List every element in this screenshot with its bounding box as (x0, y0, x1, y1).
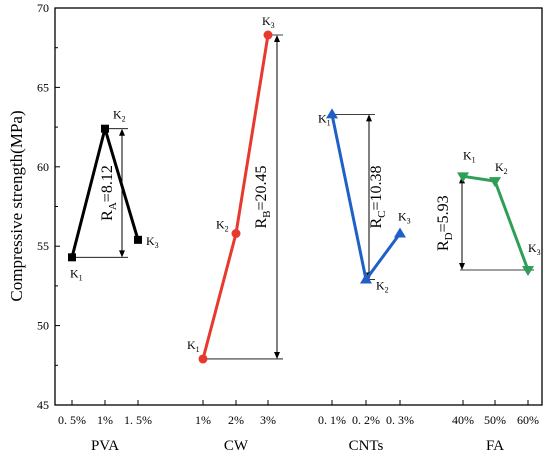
point-label: K2 (113, 108, 126, 124)
y-tick-label-65: 65 (37, 80, 49, 94)
group-label: CW (224, 438, 249, 454)
x-tick-label: 3% (260, 413, 276, 427)
y-axis: 45 50 55 60 65 70 (37, 1, 60, 412)
range-arrow-head-bottom (459, 263, 465, 271)
y-axis-label: Compressive strength(MPa) (7, 110, 26, 301)
range-label: RD=5.93 (435, 195, 455, 251)
point-label: K1 (70, 266, 83, 282)
point-label: K3 (146, 234, 159, 250)
x-tick-label: 50% (484, 413, 506, 427)
data-point (489, 177, 501, 188)
group-pva: 0. 5% 1% 1. 5% PVA RA=8.12 K1 K2 K3 (58, 108, 159, 454)
point-label: K2 (216, 217, 229, 233)
x-tick-label: 1. 5% (124, 413, 152, 427)
point-label: K1 (318, 111, 331, 127)
y-tick-label-55: 55 (37, 239, 49, 253)
data-point (394, 227, 406, 238)
data-point (134, 235, 142, 244)
point-label: K1 (463, 148, 476, 164)
x-tick-label: 60% (517, 413, 539, 427)
group-label: PVA (91, 438, 119, 454)
data-point (101, 124, 109, 133)
x-tick-label: 0. 5% (58, 413, 86, 427)
point-label: K3 (262, 14, 275, 30)
x-tick-label: 0. 2% (352, 413, 380, 427)
point-label: K2 (376, 279, 389, 295)
group-label: FA (486, 438, 504, 454)
range-arrow-head-top (366, 114, 372, 122)
y-tick-label-60: 60 (37, 160, 49, 174)
x-tick-label: 1% (195, 413, 211, 427)
group-fa: 40% 50% 60% FA RD=5.93 K1 K2 K3 (435, 148, 541, 454)
y-tick-label-50: 50 (37, 319, 49, 333)
data-point (231, 228, 241, 238)
data-point (360, 273, 372, 284)
data-point (198, 354, 208, 364)
group-cnts: 0. 1% 0. 2% 0. 3%CNTs RC=10.38 K1 K2 K3 (318, 108, 414, 454)
group-cw: 1% 2% 3% CW RB=20.45 K1 K2 K3 (187, 14, 283, 454)
data-point (326, 108, 338, 119)
x-tick-label: 2% (228, 413, 244, 427)
series-line-cnts (330, 114, 402, 282)
data-point (522, 266, 534, 277)
range-arrow-head-top (274, 34, 280, 42)
range-arrow-head-bottom (119, 250, 125, 258)
point-label: K3 (398, 209, 411, 225)
y-tick-label-70: 70 (37, 1, 49, 15)
range-label: RB=20.45 (253, 165, 273, 228)
point-label: K1 (187, 338, 200, 354)
group-label: CNTs (349, 438, 384, 454)
point-label: K2 (495, 160, 508, 176)
data-point (263, 30, 273, 40)
y-tick-label-45: 45 (37, 398, 49, 412)
range-arrow-head-bottom (274, 351, 280, 359)
x-tick-label: 40% (452, 413, 474, 427)
data-point (68, 253, 76, 262)
range-label: RA=8.12 (99, 165, 119, 221)
range-arrow-head-top (119, 128, 125, 136)
x-tick-label: 0. 1% (318, 413, 346, 427)
point-label: K3 (528, 241, 541, 257)
x-tick-label: 0. 3% (386, 413, 414, 427)
x-tick-label: 1% (97, 413, 113, 427)
data-point (457, 172, 469, 183)
series-layer: 0. 5% 1% 1. 5% PVA RA=8.12 K1 K2 K3 1% 2% 3% CW RB=2… (58, 14, 541, 454)
range-label: RC=10.38 (368, 165, 388, 228)
series-line-fa (462, 174, 530, 271)
